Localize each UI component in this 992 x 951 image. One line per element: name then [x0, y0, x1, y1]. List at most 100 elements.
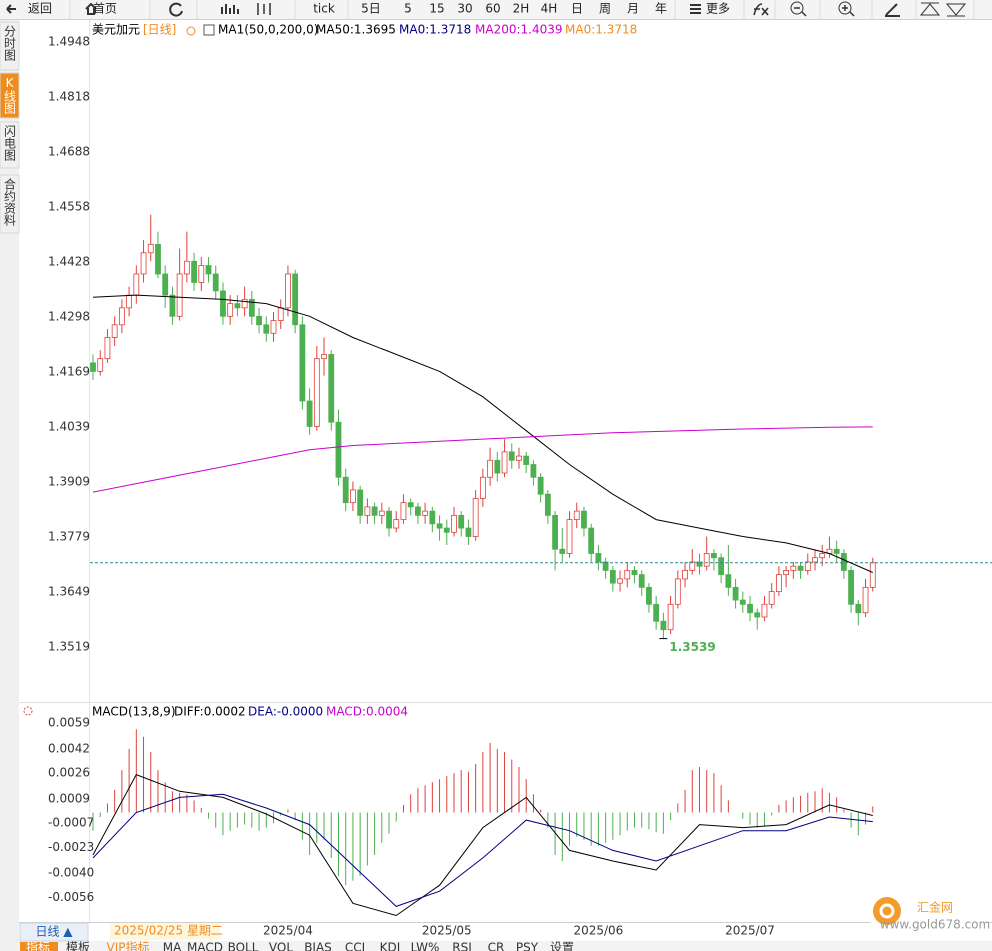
candle-body	[523, 455, 530, 465]
candle-body	[248, 298, 255, 317]
indicator-tab[interactable]: LW%	[411, 941, 440, 951]
y-tick-label: -0.0056	[48, 890, 94, 904]
candle-body	[263, 324, 270, 334]
candle-body	[631, 570, 638, 576]
candle-body	[862, 586, 869, 614]
candle-body	[768, 591, 775, 605]
candle-body	[147, 243, 154, 254]
toolbar-button[interactable]: 更多	[706, 2, 730, 16]
toolbar-button[interactable]: 返回	[28, 2, 52, 16]
indicator-tab[interactable]: MA	[163, 941, 182, 951]
toolbar-button[interactable]: tick	[313, 2, 335, 16]
candle-body	[429, 510, 436, 525]
candle-body	[516, 455, 522, 461]
candle-body	[176, 273, 183, 317]
toolbar-button[interactable]: 5日	[361, 2, 381, 16]
indicator-tab[interactable]: PSY	[516, 941, 539, 951]
zoom-in-icon[interactable]	[838, 1, 852, 15]
candle-body	[508, 451, 515, 461]
candle-body	[183, 260, 190, 275]
period-button[interactable]: 日线 ▲	[35, 925, 73, 939]
zoom-in-glyph	[842, 5, 855, 17]
toolbar-button[interactable]: 30	[457, 2, 472, 16]
candle-body	[552, 514, 558, 550]
ma-icon[interactable]	[203, 24, 215, 36]
toolbar-button[interactable]: 月	[627, 2, 639, 16]
indicator-tab[interactable]: MACD	[187, 941, 223, 951]
indicator-icon[interactable]	[23, 706, 33, 716]
sidebar-tab-bg[interactable]	[0, 174, 20, 234]
toolbar-button[interactable]: 5	[404, 2, 412, 16]
indicator-tab[interactable]: CR	[488, 941, 505, 951]
candle-body	[90, 362, 96, 372]
candle-body	[126, 294, 132, 309]
candle-icon[interactable]	[257, 3, 271, 15]
sidebar-tab-bg[interactable]	[0, 121, 20, 169]
y-tick-label: -0.0007	[48, 816, 94, 830]
candle-body	[812, 557, 818, 563]
toolbar-button[interactable]: 周	[599, 2, 611, 16]
candle-body	[869, 562, 876, 588]
home-icon[interactable]	[85, 2, 97, 15]
draw-icon[interactable]	[885, 3, 900, 17]
indicator-tab[interactable]: RSI	[452, 941, 472, 951]
candle-body	[573, 510, 580, 520]
candle-body	[783, 570, 790, 576]
toolbar-button[interactable]: 2H	[513, 2, 530, 16]
candle-body	[285, 273, 291, 309]
candle-body	[595, 553, 602, 563]
sidebar-tab-bg[interactable]	[0, 72, 20, 119]
candle-body	[711, 553, 717, 559]
candle-body	[487, 459, 494, 478]
refresh-icon[interactable]	[169, 2, 183, 17]
y-tick-label: 1.4818	[48, 89, 90, 103]
candle-body	[169, 294, 176, 317]
sidebar-tab[interactable]: 闪电图	[3, 125, 17, 161]
candle-body	[371, 506, 378, 516]
indicator-tab[interactable]: VIP指标	[107, 940, 150, 951]
candle-body	[422, 510, 429, 516]
toolbar-button[interactable]: 15	[429, 2, 444, 16]
indicator-tab[interactable]: BOLL	[228, 941, 259, 951]
tool-icon[interactable]	[919, 2, 941, 16]
indicator-tab[interactable]: 设置	[550, 941, 574, 951]
legend-entry: MA50:1.3695	[316, 23, 396, 37]
sidebar-tab[interactable]: 合约资料	[3, 177, 17, 226]
indicator-tab[interactable]: VOL	[269, 941, 293, 951]
toolbar-button[interactable]: 60	[485, 2, 500, 16]
candle-body	[588, 527, 595, 554]
candle-body	[682, 570, 688, 580]
settings-icon[interactable]	[186, 26, 196, 36]
period-button-bg[interactable]	[19, 922, 89, 942]
toolbar-divider	[69, 0, 975, 19]
candle-body	[840, 553, 847, 571]
sidebar-tab[interactable]: 分时图	[3, 25, 17, 61]
indicator-tab[interactable]: KDJ	[380, 941, 401, 951]
indicator-tab[interactable]: 指标	[26, 940, 50, 951]
candle-body	[761, 603, 768, 618]
indicator-tab[interactable]: 模板	[66, 941, 90, 951]
indicator-tab[interactable]: BIAS	[304, 941, 332, 951]
tool-icon[interactable]	[945, 3, 967, 17]
toolbar-button[interactable]: 首页	[93, 2, 117, 16]
candle-body	[790, 565, 797, 571]
toolbar-button[interactable]: 日	[571, 2, 583, 16]
indicator-tab[interactable]: CCI	[345, 941, 365, 951]
toolbar-button[interactable]: 年	[655, 2, 667, 16]
candle-body	[472, 498, 479, 537]
candle-body	[443, 527, 450, 533]
sidebar-tab-bg[interactable]	[0, 21, 20, 71]
cursor-date-bg	[110, 923, 220, 940]
more-icon[interactable]	[690, 4, 701, 14]
candle-body	[494, 459, 501, 474]
toolbar-button[interactable]: 4H	[541, 2, 558, 16]
candle-body	[104, 337, 111, 360]
candle-body	[725, 574, 732, 588]
candle-body	[357, 489, 364, 516]
back-icon[interactable]	[6, 4, 16, 14]
sidebar-tab[interactable]: K线图	[3, 76, 17, 114]
candle-body	[530, 464, 537, 478]
zoom-out-icon[interactable]	[790, 1, 804, 15]
bar-icon[interactable]	[221, 4, 239, 14]
fx-icon[interactable]	[753, 3, 769, 16]
